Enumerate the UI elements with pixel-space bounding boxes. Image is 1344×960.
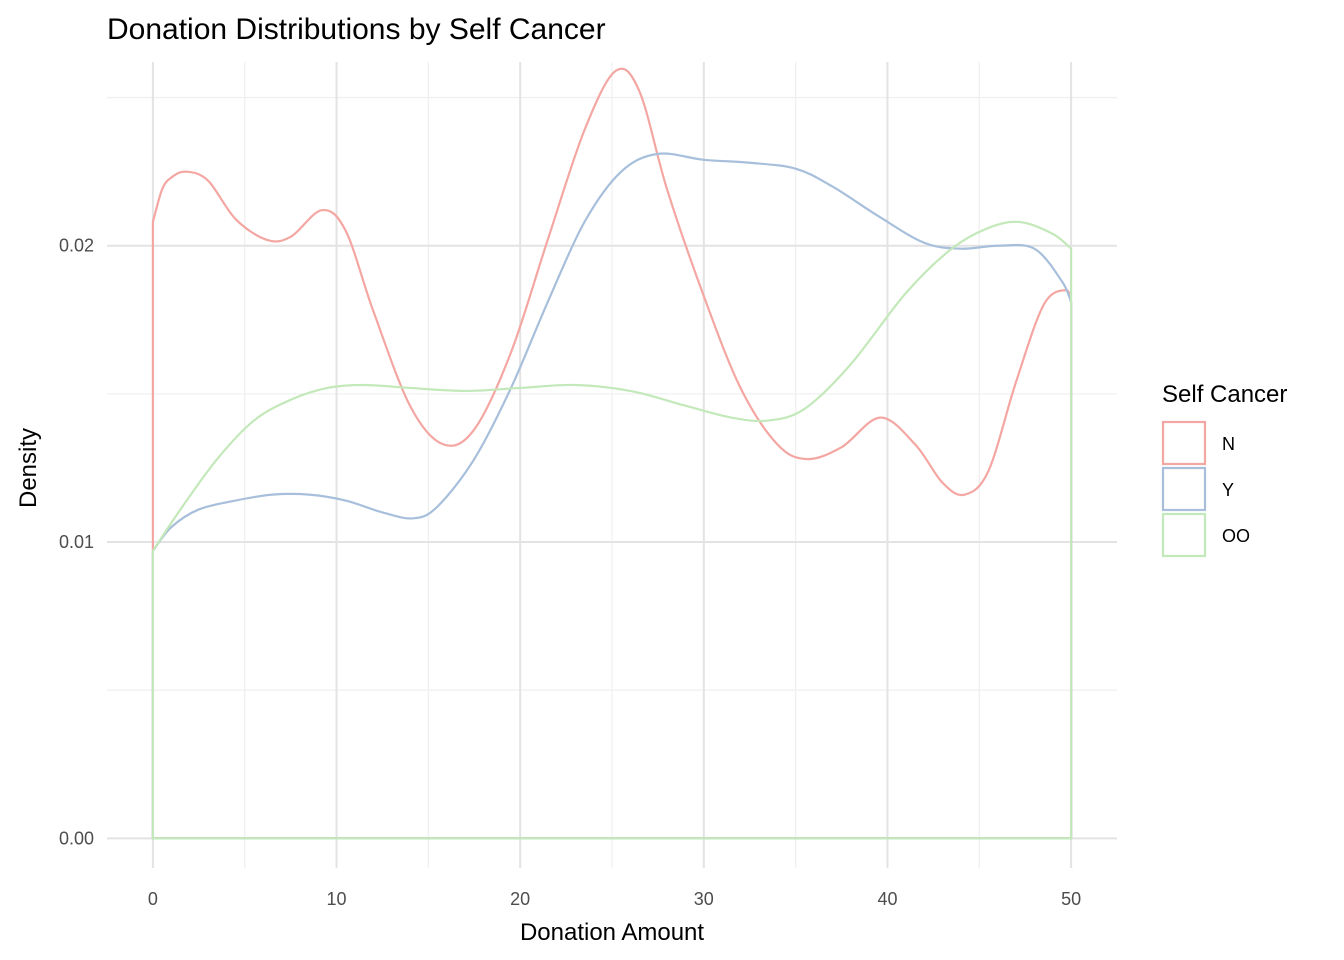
x-tick-label: 10 xyxy=(327,889,347,909)
minor-gridlines xyxy=(107,62,1117,868)
legend-items: N Y OO xyxy=(1161,420,1250,558)
legend-label-n: N xyxy=(1222,434,1235,454)
legend: Self Cancer N Y OO xyxy=(1161,381,1287,558)
x-axis-ticks: 0 10 20 30 40 50 xyxy=(148,889,1081,909)
x-tick-label: 40 xyxy=(877,889,897,909)
x-tick-label: 50 xyxy=(1061,889,1081,909)
y-tick-label: 0.02 xyxy=(59,236,94,256)
legend-label-oo: OO xyxy=(1222,526,1250,546)
legend-key-y xyxy=(1161,466,1207,512)
x-tick-label: 30 xyxy=(694,889,714,909)
x-axis-title: Donation Amount xyxy=(520,919,704,946)
y-axis-ticks: 0.00 0.01 0.02 xyxy=(59,236,94,849)
legend-title: Self Cancer xyxy=(1162,381,1287,408)
legend-label-y: Y xyxy=(1222,480,1234,500)
legend-key-oo xyxy=(1161,512,1207,558)
chart-title: Donation Distributions by Self Cancer xyxy=(107,13,606,46)
series-layer xyxy=(151,67,1073,840)
x-tick-label: 20 xyxy=(510,889,530,909)
y-axis-title: Density xyxy=(15,428,42,508)
y-tick-label: 0.01 xyxy=(59,532,94,552)
y-tick-label: 0.00 xyxy=(59,828,94,848)
x-tick-label: 0 xyxy=(148,889,158,909)
density-line-oo xyxy=(151,220,1073,840)
density-line-n xyxy=(151,67,1073,840)
legend-key-n xyxy=(1161,420,1207,466)
